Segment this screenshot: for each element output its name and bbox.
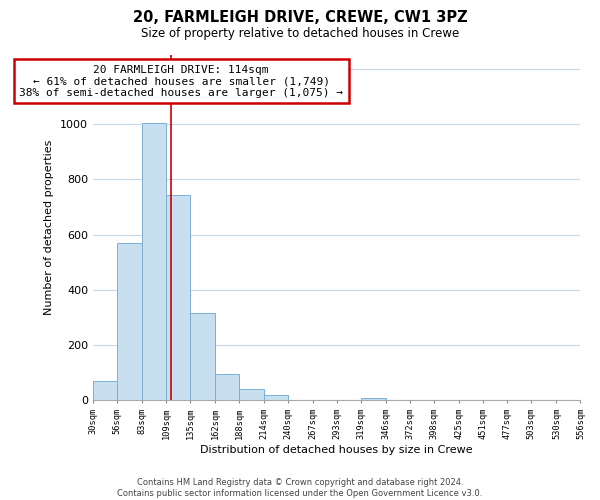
- Text: Size of property relative to detached houses in Crewe: Size of property relative to detached ho…: [141, 28, 459, 40]
- Bar: [215, 374, 239, 400]
- Text: 20, FARMLEIGH DRIVE, CREWE, CW1 3PZ: 20, FARMLEIGH DRIVE, CREWE, CW1 3PZ: [133, 10, 467, 25]
- Text: 20 FARMLEIGH DRIVE: 114sqm
← 61% of detached houses are smaller (1,749)
38% of s: 20 FARMLEIGH DRIVE: 114sqm ← 61% of deta…: [19, 64, 343, 98]
- Bar: [190, 314, 215, 400]
- Bar: [117, 243, 142, 400]
- Bar: [142, 122, 166, 400]
- Bar: [263, 395, 287, 400]
- Bar: [239, 390, 263, 400]
- Bar: [93, 381, 117, 400]
- Bar: [361, 398, 386, 400]
- Bar: [166, 194, 190, 400]
- X-axis label: Distribution of detached houses by size in Crewe: Distribution of detached houses by size …: [200, 445, 473, 455]
- Text: Contains HM Land Registry data © Crown copyright and database right 2024.
Contai: Contains HM Land Registry data © Crown c…: [118, 478, 482, 498]
- Y-axis label: Number of detached properties: Number of detached properties: [44, 140, 55, 316]
